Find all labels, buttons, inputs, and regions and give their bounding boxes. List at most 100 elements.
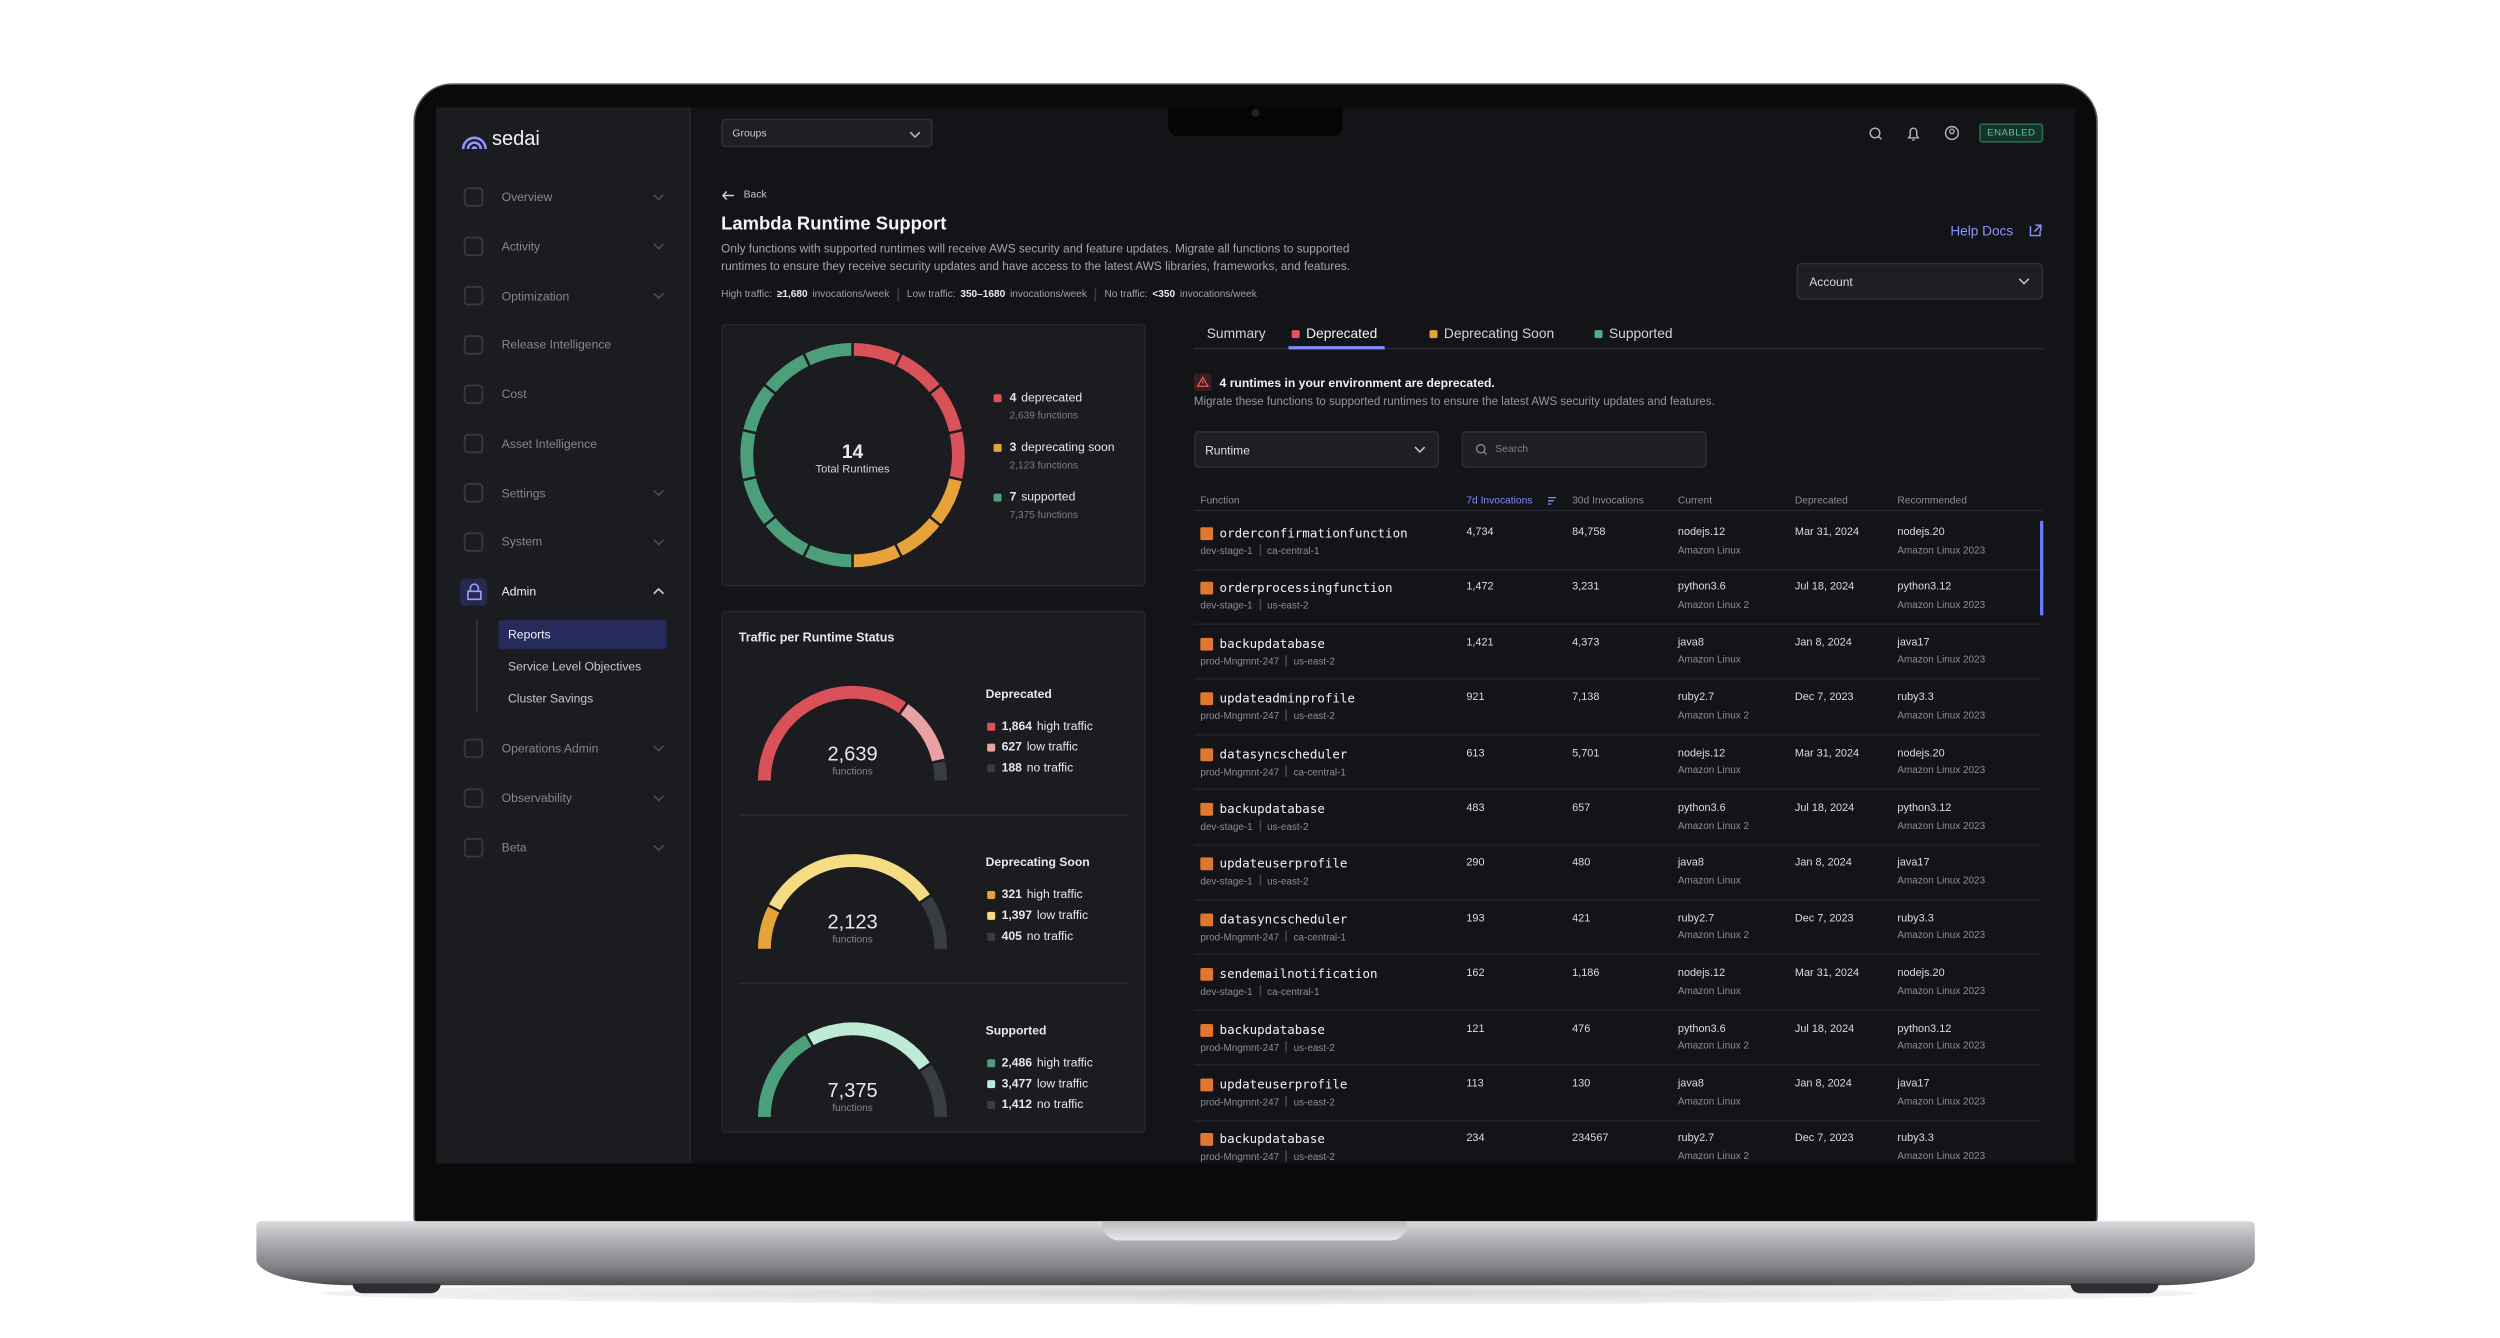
runtime-select-label[interactable]: Runtime [1205,442,1250,457]
deprecated-date: Dec 7, 2023 [1794,913,1854,925]
recommended-platform: Amazon Linux 2023 [1897,599,1986,611]
runtime-select[interactable] [1193,431,1440,468]
gauge-legend-value: 627 [1001,739,1022,754]
function-location: prod-Mngmnt-247 us-east-2 [1200,1095,1335,1110]
nav-item[interactable]: Observability [501,790,572,806]
nav-item[interactable]: Optimization [501,288,570,303]
function-name: updateadminprofile [1219,691,1355,706]
chevron [1414,446,1426,454]
nav-item[interactable]: Operations Admin [501,741,599,756]
laptop-foot [352,1283,441,1294]
invocations-30d: 130 [1572,1078,1591,1090]
recommended-runtime: java17 [1897,637,1930,649]
traffic-threshold: High traffic: ≥1,680 invocations/week [721,289,889,301]
legend-dot [993,492,1002,501]
lambda-icon [1200,637,1214,651]
groups-select[interactable] [721,118,933,148]
external-link-icon [2029,224,2042,237]
donut-segment [852,477,962,568]
legend-item: 7 supported [1010,489,1076,504]
tab-dot [1594,329,1603,338]
nav-item[interactable]: Cost [501,386,527,402]
deprecated-date: Jan 8, 2024 [1794,637,1852,649]
tab[interactable]: Supported [1608,325,1673,342]
groups-select-label[interactable]: Groups [732,128,767,140]
gauge-separator [765,902,784,914]
reports-highlight[interactable] [498,620,667,650]
current-platform: Amazon Linux [1677,544,1741,556]
invocations-7d: 162 [1466,968,1485,980]
tab[interactable]: Deprecated [1306,325,1378,342]
current-platform: Amazon Linux [1677,875,1741,887]
table-header-divider [1193,509,2044,512]
deprecated-date: Jan 8, 2024 [1794,1078,1852,1090]
nav-item[interactable]: Beta [501,840,527,855]
lambda-icon [1200,747,1214,761]
nav-item[interactable]: Asset Intelligence [501,436,598,451]
chevron [653,292,665,300]
column-header[interactable]: Function [1200,494,1240,506]
column-header[interactable]: Current [1677,494,1713,506]
current-platform: Amazon Linux 2 [1677,599,1749,611]
row-divider [1193,898,2041,901]
account-select-label[interactable]: Account [1809,274,1853,289]
invocations-7d: 4,734 [1466,527,1494,539]
function-env: dev-stage-1 [1200,987,1253,999]
column-header[interactable]: Deprecated [1794,494,1848,506]
donut-separator [761,382,779,397]
current-platform: Amazon Linux [1677,765,1741,777]
nav-item[interactable]: Settings [501,485,546,500]
recommended-platform: Amazon Linux 2023 [1897,1040,1986,1052]
gauge-legend-item: 627 low traffic [1002,739,1078,754]
gauge-legend-dot [987,1100,996,1109]
help-docs[interactable]: Help Docs [1950,222,2014,239]
deprecated-date: Mar 31, 2024 [1794,747,1860,759]
nav-subitem[interactable]: Reports [508,627,551,642]
function-env: prod-Mngmnt-247 [1200,1097,1280,1109]
lambda-icon [1200,968,1214,982]
nav-subitem[interactable]: Service Level Objectives [508,659,642,674]
tab[interactable]: Summary [1206,325,1266,342]
back-link[interactable]: Back [743,189,767,201]
gauge-legend-value: 188 [1001,760,1022,775]
chevron [653,243,665,250]
gauge-legend-dot [987,931,996,940]
invocations-30d: 1,186 [1572,968,1600,980]
gauge-legend-dot [987,763,996,772]
column-header[interactable]: 7d Invocations [1466,494,1533,506]
deprecated-date: Jul 18, 2024 [1794,1023,1855,1035]
chevron [653,587,665,595]
donut-separator [801,350,812,370]
nav-icon [463,483,484,503]
function-location: prod-Mngmnt-247 ca-central-1 [1200,930,1346,944]
legend-dot [993,443,1002,452]
function-location: dev-stage-1 us-east-2 [1200,599,1308,614]
nav-item[interactable]: Admin [501,584,537,599]
nav-item[interactable]: Overview [501,189,553,205]
account-select[interactable] [1796,262,2044,300]
function-name: backupdatabase [1219,801,1325,817]
recommended-runtime: ruby3.3 [1897,692,1934,704]
nav-item[interactable]: Release Intelligence [501,337,612,353]
donut-separator [739,428,760,435]
column-header[interactable]: 30d Invocations [1572,494,1644,506]
page-title: Lambda Runtime Support [721,214,947,235]
gauge-legend-item: 321 high traffic [1002,887,1083,902]
gauge-segment [758,1034,813,1118]
nav-subitem[interactable]: Cluster Savings [508,691,594,706]
function-name: backupdatabase [1219,1132,1325,1147]
column-header[interactable]: Recommended [1897,494,1967,506]
nav-item[interactable]: Activity [501,239,541,254]
gauge-legend-item: 2,486 high traffic [1002,1055,1093,1070]
nav-icon [463,384,484,405]
recommended-runtime: java17 [1897,1078,1930,1090]
legend-functions: 2,123 functions [1009,460,1079,472]
tab[interactable]: Deprecating Soon [1443,325,1555,342]
invocations-30d: 421 [1572,913,1591,925]
nav-item[interactable]: System [501,534,543,550]
search-box[interactable] [1461,431,1707,468]
deprecated-date: Jul 18, 2024 [1794,582,1855,594]
gauge-legend-item: 3,477 low traffic [1002,1076,1088,1091]
gauge-unit: functions [832,934,873,946]
